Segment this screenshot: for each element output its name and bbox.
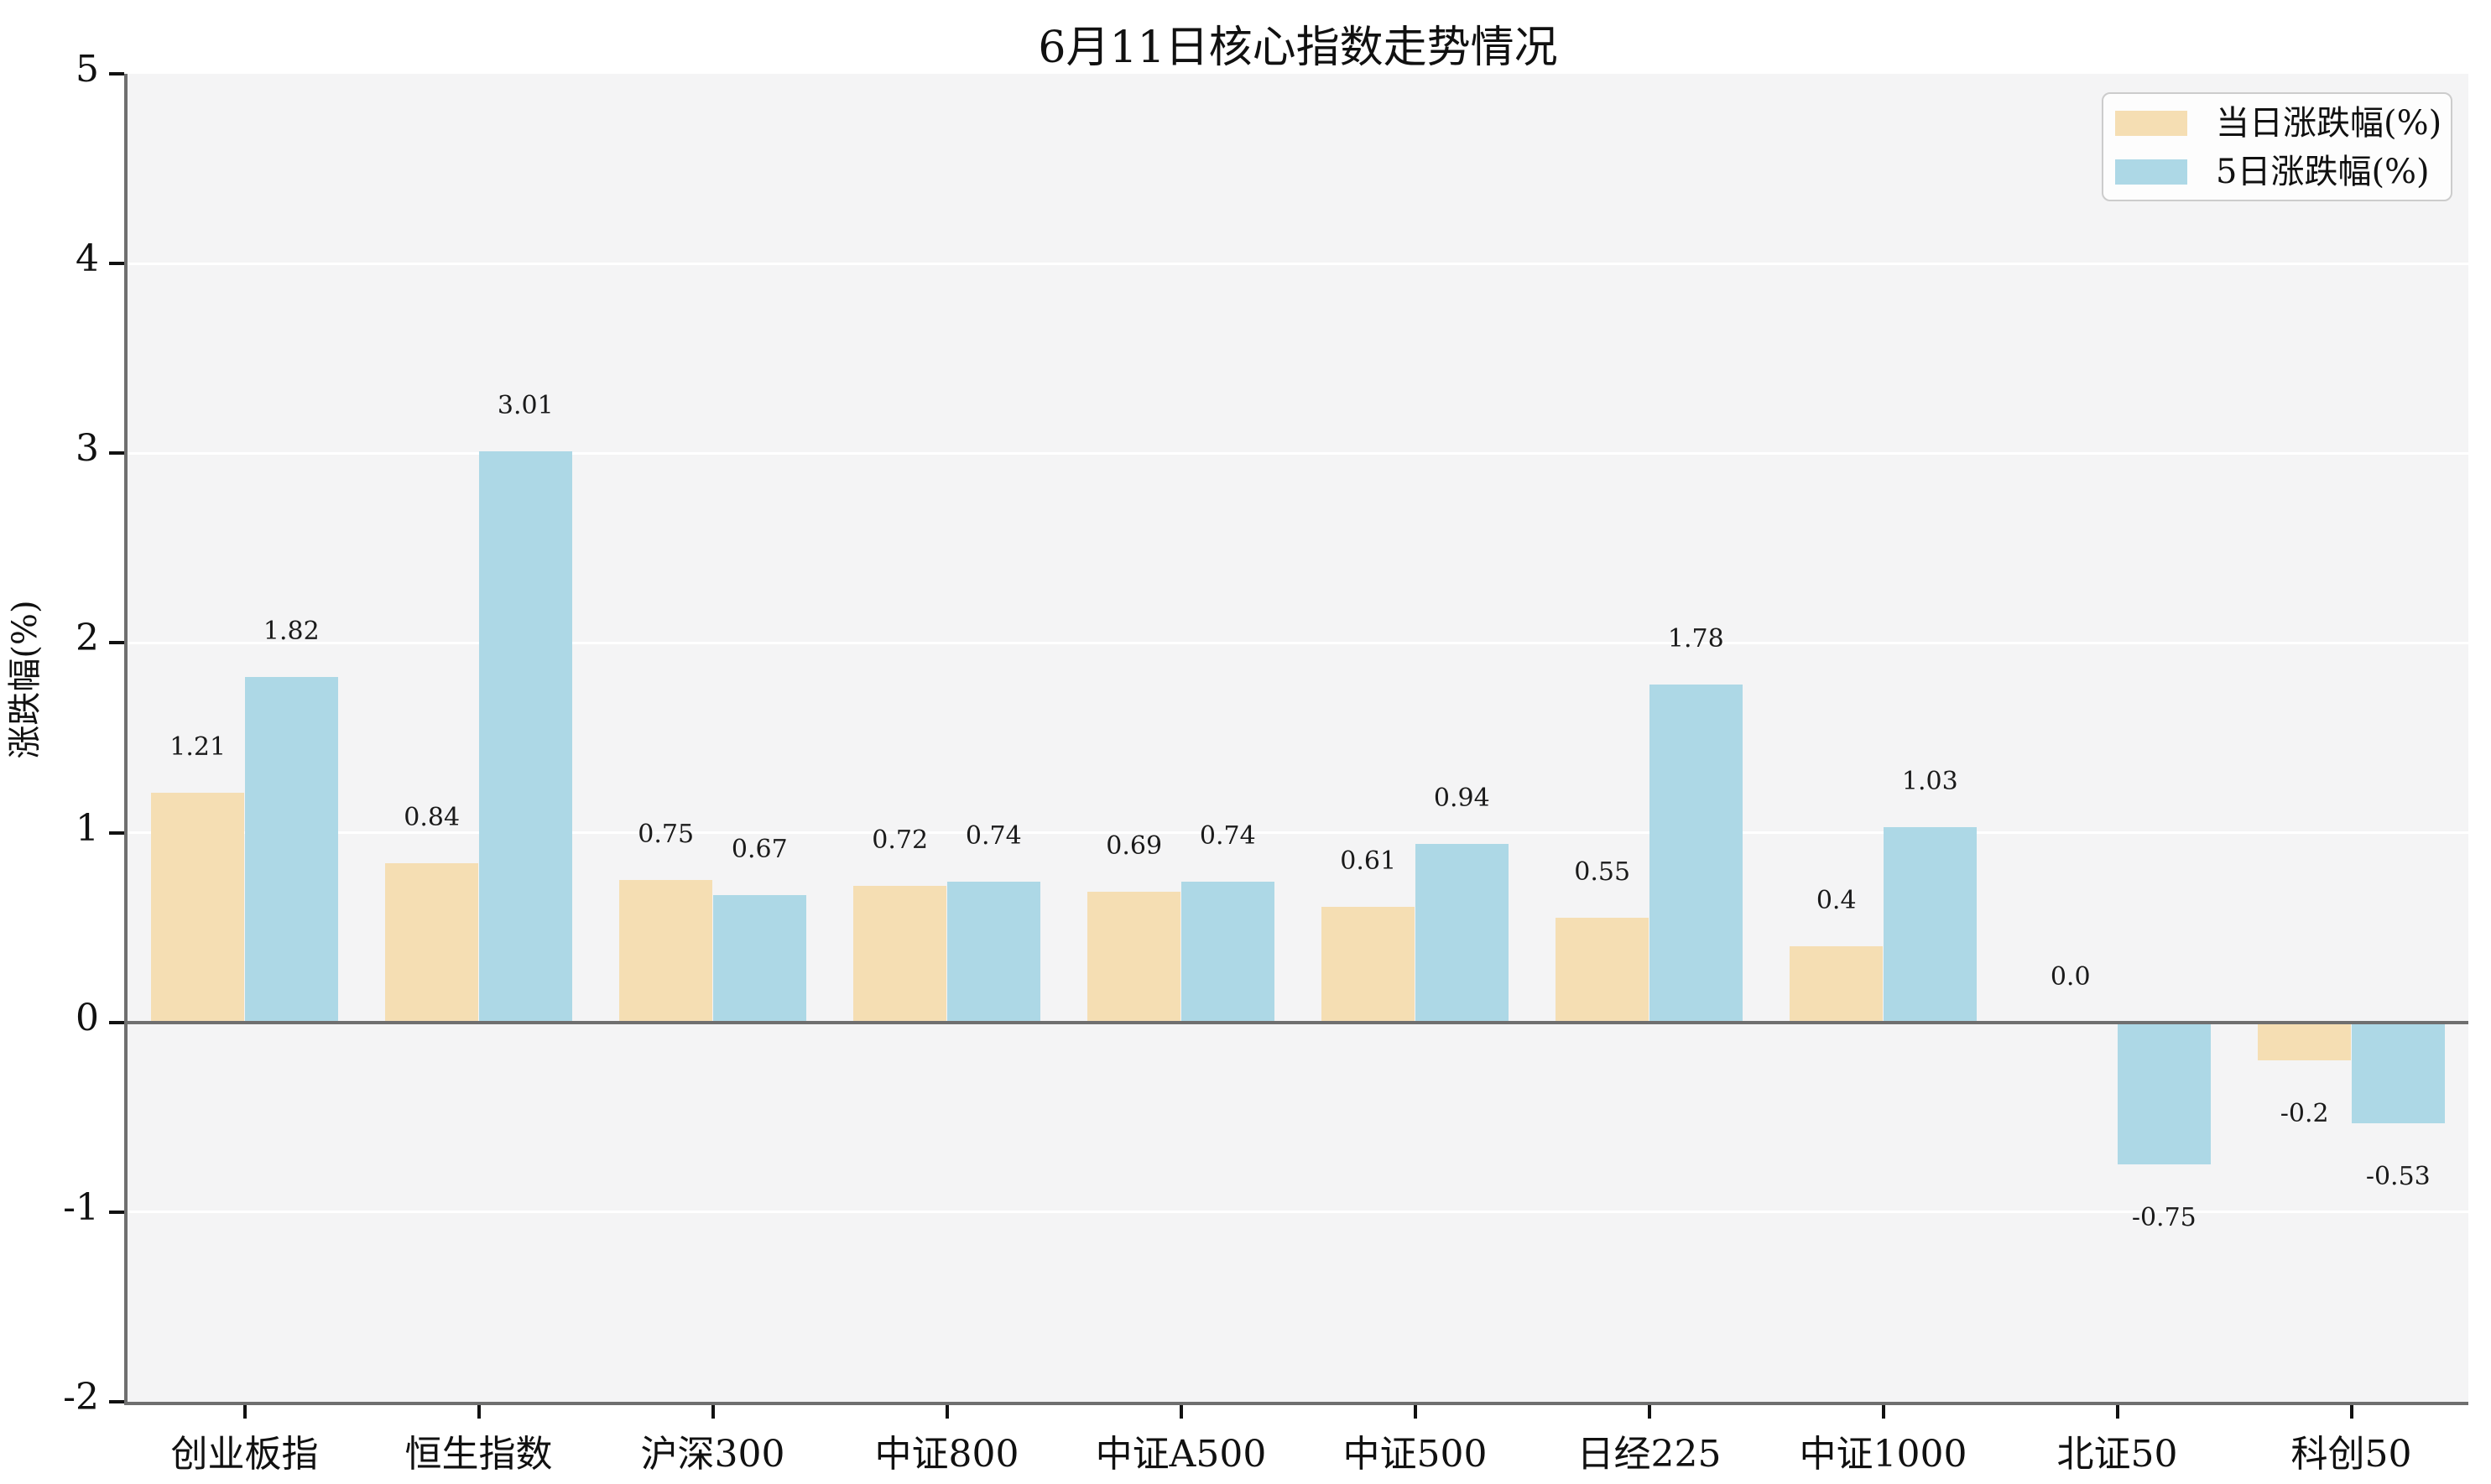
legend-label: 当日涨跌幅(%) [2216,104,2442,143]
y-tick-mark [109,641,124,645]
value-label: 3.01 [497,391,554,421]
y-tick-label: 4 [76,237,99,281]
chart-title: 6月11日核心指数走势情况 [1038,23,1558,73]
value-label: 0.74 [1199,821,1256,851]
y-tick-mark [109,1400,124,1403]
value-label: 0.69 [1106,831,1163,861]
y-tick-mark [109,262,124,266]
x-tick-label-中证500: 中证500 [1342,1433,1488,1476]
bar-5日涨跌幅(%)-北证50 [2117,1022,2212,1165]
bar-当日涨跌幅(%)-创业板指 [150,793,245,1023]
legend-row: 当日涨跌幅(%) [2103,101,2451,146]
x-tick-label-创业板指: 创业板指 [170,1433,319,1476]
bar-当日涨跌幅(%)-中证1000 [1789,946,1884,1023]
x-tick-mark [477,1405,481,1419]
value-label: -0.53 [2365,1161,2431,1191]
value-label: -0.75 [2131,1203,2197,1233]
value-label: 1.78 [1667,624,1724,654]
bar-5日涨跌幅(%)-科创50 [2351,1022,2446,1123]
y-tick-mark [109,1020,124,1024]
bar-当日涨跌幅(%)-沪深300 [618,880,713,1023]
x-tick-label-科创50: 科创50 [2290,1433,2412,1476]
x-tick-label-日经225: 日经225 [1576,1433,1722,1476]
legend-swatch-5日涨跌幅(%) [2115,159,2187,185]
bar-5日涨跌幅(%)-日经225 [1649,685,1743,1023]
value-label: 0.74 [965,821,1022,851]
gridline [128,451,2468,455]
x-tick-mark [242,1405,247,1419]
gridline [128,641,2468,644]
value-label: -0.2 [2280,1098,2329,1128]
bar-5日涨跌幅(%)-中证A500 [1180,882,1275,1023]
value-label: 0.72 [872,825,929,855]
y-tick-mark [109,451,124,456]
bar-当日涨跌幅(%)-科创50 [2257,1022,2352,1060]
value-label: 0.61 [1340,846,1397,876]
x-tick-mark [945,1405,949,1419]
gridline [128,831,2468,835]
bar-5日涨跌幅(%)-中证800 [946,882,1041,1023]
bar-5日涨跌幅(%)-中证500 [1415,844,1509,1023]
value-label: 1.03 [1901,766,1958,796]
bar-5日涨跌幅(%)-中证1000 [1883,826,1978,1023]
y-tick-mark [109,1210,124,1214]
value-label: 1.82 [263,617,320,647]
value-label: 0.55 [1574,857,1631,888]
gridline [128,1211,2468,1214]
y-tick-label: 2 [76,617,99,660]
bar-5日涨跌幅(%)-创业板指 [244,677,339,1023]
x-tick-label-中证1000: 中证1000 [1799,1433,1967,1476]
y-tick-mark [109,72,124,76]
zero-line [128,1020,2468,1024]
x-tick-mark [1881,1405,1885,1419]
x-tick-mark [1647,1405,1651,1419]
y-axis-label: 涨跌幅(%) [6,600,44,759]
y-tick-label: 0 [76,996,99,1039]
bar-当日涨跌幅(%)-日经225 [1555,918,1649,1023]
x-tick-label-中证A500: 中证A500 [1095,1433,1267,1476]
y-tick-label: 3 [76,427,99,471]
bar-当日涨跌幅(%)-恒生指数 [384,862,479,1023]
bottom-axis-spine [124,1402,2468,1405]
y-tick-label: 5 [76,48,99,91]
bar-当日涨跌幅(%)-中证500 [1321,906,1415,1023]
bar-5日涨跌幅(%)-恒生指数 [478,451,573,1023]
x-tick-mark [2115,1405,2119,1419]
y-tick-label: 1 [76,806,99,850]
gridline [128,262,2468,265]
x-tick-mark [2349,1405,2353,1419]
value-label: 0.84 [404,802,461,832]
value-label: 0.0 [2050,961,2091,992]
legend-swatch-当日涨跌幅(%) [2115,111,2187,136]
legend-label: 5日涨跌幅(%) [2216,153,2430,191]
x-tick-mark [1413,1405,1417,1419]
value-label: 0.94 [1433,784,1490,814]
y-tick-label: -2 [63,1376,99,1419]
bar-当日涨跌幅(%)-中证800 [852,885,947,1023]
x-tick-label-中证800: 中证800 [874,1433,1019,1476]
x-tick-label-沪深300: 沪深300 [640,1433,785,1476]
y-tick-label: -1 [63,1185,99,1229]
value-label: 0.75 [638,820,695,850]
x-tick-mark [1179,1405,1183,1419]
legend: 当日涨跌幅(%) 5日涨跌幅(%) [2102,92,2452,201]
x-tick-label-恒生指数: 恒生指数 [404,1433,553,1476]
x-tick-label-北证50: 北证50 [2056,1433,2178,1476]
value-label: 1.21 [169,732,227,763]
left-axis-spine [124,74,128,1405]
y-tick-mark [109,831,124,835]
bar-5日涨跌幅(%)-沪深300 [712,895,807,1023]
plot-area: 1.21 0.84 0.75 0.72 0.69 0.61 0.55 0.4 0.0 -0.2 1.… [128,74,2468,1402]
legend-row: 5日涨跌幅(%) [2103,149,2451,195]
value-label: 0.4 [1816,886,1857,916]
x-tick-mark [711,1405,715,1419]
value-label: 0.67 [731,835,788,865]
bar-当日涨跌幅(%)-中证A500 [1087,891,1181,1023]
